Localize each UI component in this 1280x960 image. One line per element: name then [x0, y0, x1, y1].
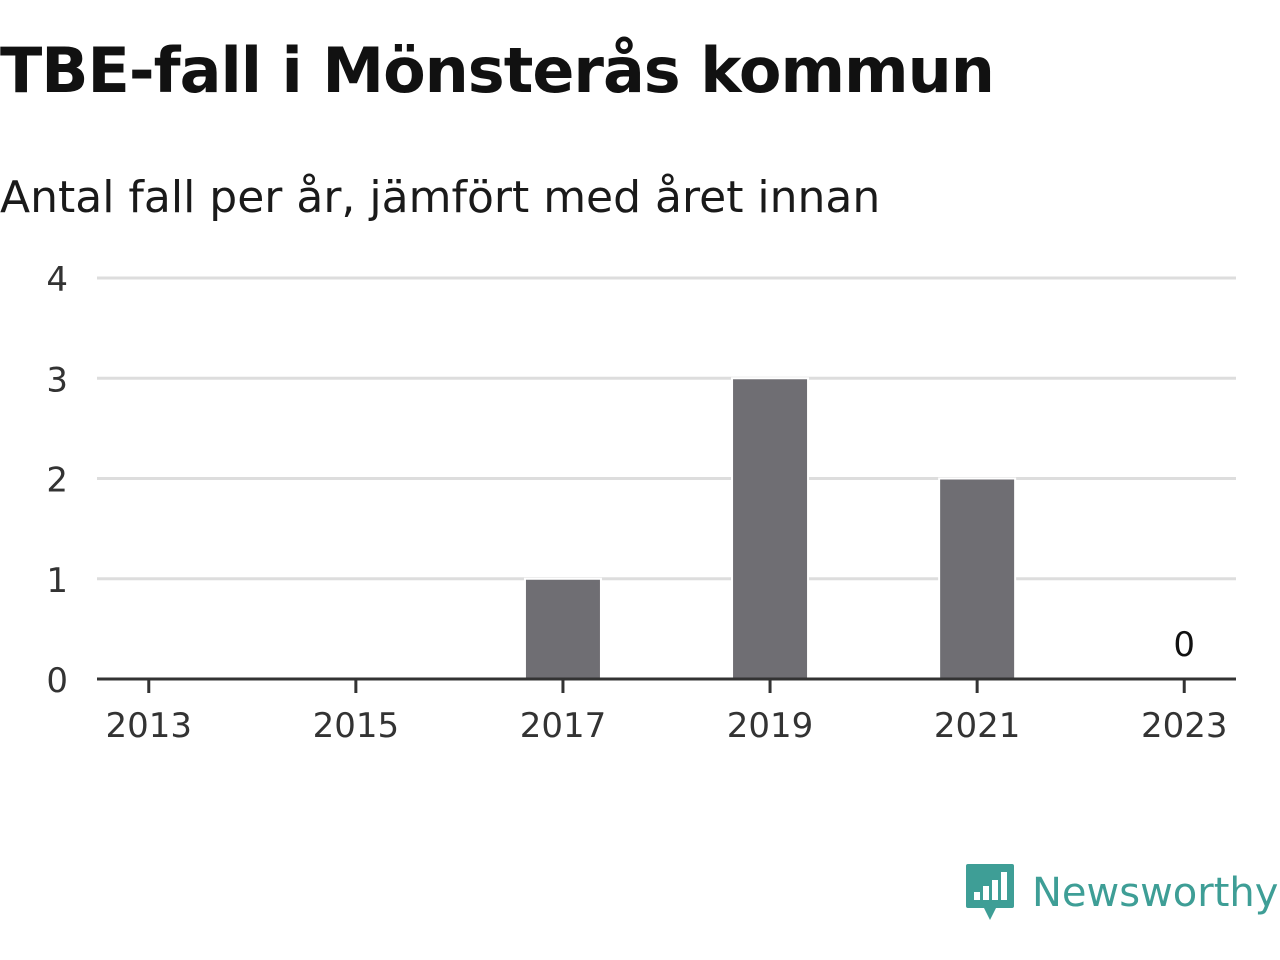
- x-tick-label: 2013: [106, 706, 193, 746]
- x-tick-label: 2019: [727, 706, 814, 746]
- x-tick-label: 2023: [1141, 706, 1228, 746]
- bar: [523, 577, 602, 680]
- brand-logo: Newsworthy: [964, 862, 1278, 924]
- brand-name: Newsworthy: [1032, 870, 1279, 916]
- data-label: 0: [1173, 625, 1195, 665]
- bar: [731, 377, 810, 680]
- y-tick-label: 0: [46, 661, 68, 701]
- y-tick-label: 3: [46, 360, 68, 400]
- y-tick-label: 4: [46, 260, 68, 300]
- chart-title: TBE-fall i Mönsterås kommun: [0, 34, 995, 107]
- x-tick-label: 2017: [520, 706, 607, 746]
- bar: [938, 477, 1017, 680]
- newsworthy-logo-icon: [966, 864, 1014, 920]
- y-tick-label: 1: [46, 561, 68, 601]
- chart-subtitle: Antal fall per år, jämfört med året inna…: [0, 172, 881, 223]
- x-tick-label: 2021: [934, 706, 1021, 746]
- bar-chart: 0 1 2 3 4 2013 2015 2017 2019 2021 2023 0: [46, 260, 1236, 746]
- y-tick-label: 2: [46, 461, 68, 501]
- x-tick-label: 2015: [313, 706, 400, 746]
